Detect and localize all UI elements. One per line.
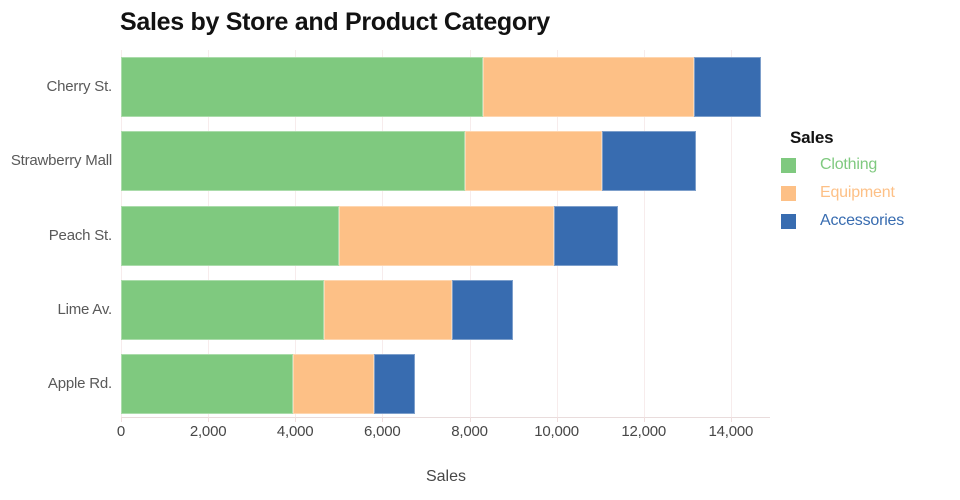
bar-segment-clothing: [121, 279, 324, 340]
x-axis: 0 2,000 4,000 6,000 8,000 10,000 12,000 14,000: [117, 417, 770, 447]
y-axis-label: Cherry St.: [46, 78, 112, 95]
x-axis-tick-label: 0: [116, 423, 126, 440]
x-axis-tick-label: 8,000: [451, 423, 488, 440]
x-axis-tick: [208, 417, 210, 422]
x-axis-title: Sales: [425, 468, 467, 485]
y-axis-label: Apple Rd.: [47, 375, 112, 392]
x-axis-tick-label: 2,000: [189, 423, 227, 440]
legend: Sales Clothing Equipment Accessories: [781, 128, 951, 240]
gridline: [730, 50, 732, 417]
bar-segment-accessories: [554, 205, 618, 266]
x-axis-tick: [556, 417, 558, 422]
x-axis-tick-label: 10,000: [534, 423, 579, 440]
legend-items: Clothing Equipment Accessories: [781, 156, 951, 230]
gridline: [643, 50, 645, 417]
x-axis-tick-label: 14,000: [708, 423, 754, 440]
bar-segment-equipment: [338, 205, 555, 266]
legend-item-accessories[interactable]: Accessories: [781, 212, 951, 230]
x-axis-tick-label: 6,000: [364, 423, 401, 440]
legend-item-label: Clothing: [820, 156, 878, 173]
x-axis-tick-label: 4,000: [276, 423, 314, 440]
x-axis-tick: [382, 417, 384, 422]
x-axis-tick: [730, 417, 732, 422]
legend-item-label: Accessories: [820, 212, 905, 229]
legend-item-label: Equipment: [820, 184, 895, 201]
bar-segment-equipment: [482, 57, 694, 117]
bar-segment-clothing: [121, 131, 466, 192]
y-axis-label: Peach St.: [48, 226, 112, 244]
legend-item-equipment[interactable]: Equipment: [781, 184, 951, 202]
bar-segment-accessories: [452, 279, 513, 340]
x-axis-tick: [295, 417, 297, 422]
y-axis-labels: Cherry St. Strawberry Mall Peach St. Lime A…: [0, 50, 112, 417]
legend-swatch: [781, 157, 796, 173]
x-axis-tick: [121, 417, 122, 422]
bar-segment-accessories: [693, 57, 762, 117]
bar-segment-equipment: [293, 354, 374, 414]
x-axis-tick: [469, 417, 471, 422]
bar-segment-accessories: [602, 131, 696, 192]
bar-segment-clothing: [121, 354, 294, 414]
y-axis-label: Strawberry Mall: [10, 152, 112, 170]
bar-segment-equipment: [465, 131, 603, 192]
legend-item-clothing[interactable]: Clothing: [781, 156, 951, 174]
y-axis-label: Lime Av.: [57, 300, 112, 318]
legend-swatch: [781, 213, 796, 229]
bar-segment-clothing: [121, 205, 339, 266]
legend-swatch: [781, 185, 796, 201]
x-axis-tick-label: 12,000: [621, 423, 667, 440]
chart-title: Sales by Store and Product Category: [120, 8, 550, 36]
bar-segment-accessories: [373, 354, 415, 414]
plot-area: [121, 50, 770, 418]
x-axis-tick: [643, 417, 645, 422]
bar-segment-equipment: [323, 279, 452, 340]
legend-title: Sales: [790, 128, 834, 147]
bar-segment-clothing: [121, 57, 483, 117]
